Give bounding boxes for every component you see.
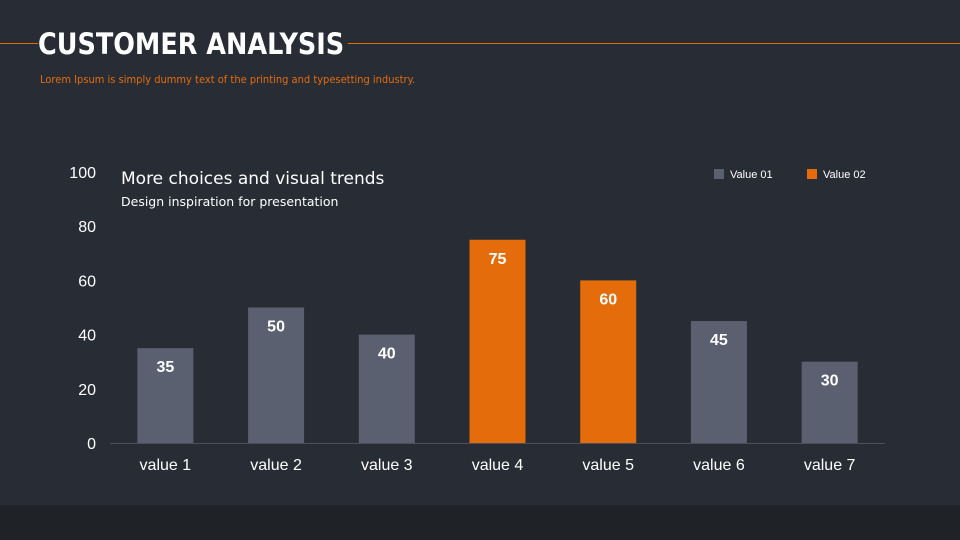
bar xyxy=(137,348,194,443)
x-tick-label: value 7 xyxy=(804,457,856,474)
bar xyxy=(358,334,415,443)
bar-value-label: 60 xyxy=(599,291,617,308)
bar-value-label: 40 xyxy=(378,346,396,363)
slide-subtitle: Lorem Ipsum is simply dummy text of the … xyxy=(40,73,416,86)
slide-title: CUSTOMER ANALYSIS xyxy=(38,24,348,64)
y-tick-label: 40 xyxy=(78,328,96,345)
chart-legend: Value 01 Value 02 xyxy=(714,169,866,181)
x-tick-label: value 5 xyxy=(582,457,634,474)
x-tick-label: value 1 xyxy=(140,457,192,474)
x-axis: value 1 value 2 value 3 value 4 value 5 value… xyxy=(140,457,856,474)
legend-swatch xyxy=(807,169,817,179)
legend-swatch xyxy=(714,169,724,179)
bar xyxy=(580,280,637,443)
bar-value-label: 30 xyxy=(821,373,839,390)
chart-title: More choices and visual trends xyxy=(121,169,385,189)
legend-label: Value 02 xyxy=(823,169,866,181)
y-axis: 0 20 40 60 80 100 xyxy=(69,165,96,453)
data-labels: 35 50 40 75 60 45 30 xyxy=(156,251,838,390)
footer-band xyxy=(0,505,960,540)
bars-group xyxy=(137,239,858,443)
bar xyxy=(801,361,858,443)
chart-subtitle: Design inspiration for presentation xyxy=(121,194,338,209)
bar-value-label: 75 xyxy=(489,251,507,268)
x-tick-label: value 3 xyxy=(361,457,413,474)
bar xyxy=(469,239,526,443)
bar-value-label: 35 xyxy=(156,359,174,376)
bar-value-label: 45 xyxy=(710,332,728,349)
x-tick-label: value 4 xyxy=(472,457,524,474)
bar xyxy=(690,321,747,443)
y-tick-label: 100 xyxy=(69,165,96,182)
y-tick-label: 60 xyxy=(78,273,96,290)
legend-label: Value 01 xyxy=(730,169,773,181)
y-tick-label: 20 xyxy=(78,382,96,399)
bar-value-label: 50 xyxy=(267,319,285,336)
y-tick-label: 80 xyxy=(78,219,96,236)
x-tick-label: value 6 xyxy=(693,457,745,474)
y-tick-label: 0 xyxy=(87,436,96,453)
x-tick-label: value 2 xyxy=(250,457,302,474)
bar xyxy=(248,307,305,443)
header-accent-line xyxy=(0,43,960,44)
